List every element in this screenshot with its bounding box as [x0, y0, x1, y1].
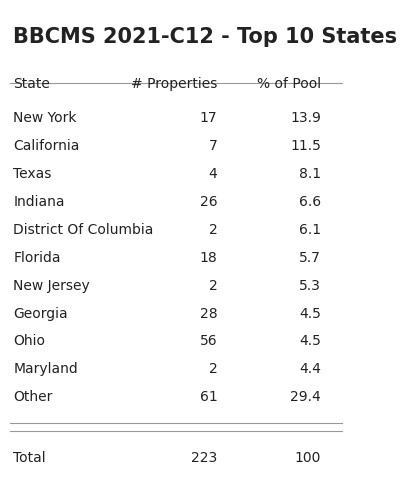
Text: 2: 2 — [209, 362, 217, 376]
Text: 56: 56 — [200, 335, 217, 349]
Text: California: California — [13, 139, 79, 153]
Text: 18: 18 — [200, 251, 217, 265]
Text: 13.9: 13.9 — [290, 111, 321, 125]
Text: 17: 17 — [200, 111, 217, 125]
Text: Total: Total — [13, 451, 46, 466]
Text: 6.1: 6.1 — [299, 223, 321, 237]
Text: 28: 28 — [200, 307, 217, 320]
Text: 6.6: 6.6 — [299, 195, 321, 209]
Text: 11.5: 11.5 — [290, 139, 321, 153]
Text: % of Pool: % of Pool — [257, 77, 321, 92]
Text: 2: 2 — [209, 279, 217, 293]
Text: 7: 7 — [209, 139, 217, 153]
Text: District Of Columbia: District Of Columbia — [13, 223, 154, 237]
Text: 4.4: 4.4 — [299, 362, 321, 376]
Text: # Properties: # Properties — [131, 77, 217, 92]
Text: 5.3: 5.3 — [299, 279, 321, 293]
Text: 26: 26 — [200, 195, 217, 209]
Text: Georgia: Georgia — [13, 307, 68, 320]
Text: New Jersey: New Jersey — [13, 279, 90, 293]
Text: 100: 100 — [295, 451, 321, 466]
Text: State: State — [13, 77, 50, 92]
Text: Indiana: Indiana — [13, 195, 65, 209]
Text: 29.4: 29.4 — [290, 391, 321, 404]
Text: New York: New York — [13, 111, 77, 125]
Text: 4.5: 4.5 — [299, 335, 321, 349]
Text: Maryland: Maryland — [13, 362, 78, 376]
Text: BBCMS 2021-C12 - Top 10 States: BBCMS 2021-C12 - Top 10 States — [13, 27, 397, 47]
Text: 61: 61 — [200, 391, 217, 404]
Text: Florida: Florida — [13, 251, 60, 265]
Text: 223: 223 — [191, 451, 217, 466]
Text: 4: 4 — [209, 167, 217, 181]
Text: 5.7: 5.7 — [299, 251, 321, 265]
Text: 2: 2 — [209, 223, 217, 237]
Text: Texas: Texas — [13, 167, 52, 181]
Text: Ohio: Ohio — [13, 335, 45, 349]
Text: Other: Other — [13, 391, 52, 404]
Text: 8.1: 8.1 — [299, 167, 321, 181]
Text: 4.5: 4.5 — [299, 307, 321, 320]
